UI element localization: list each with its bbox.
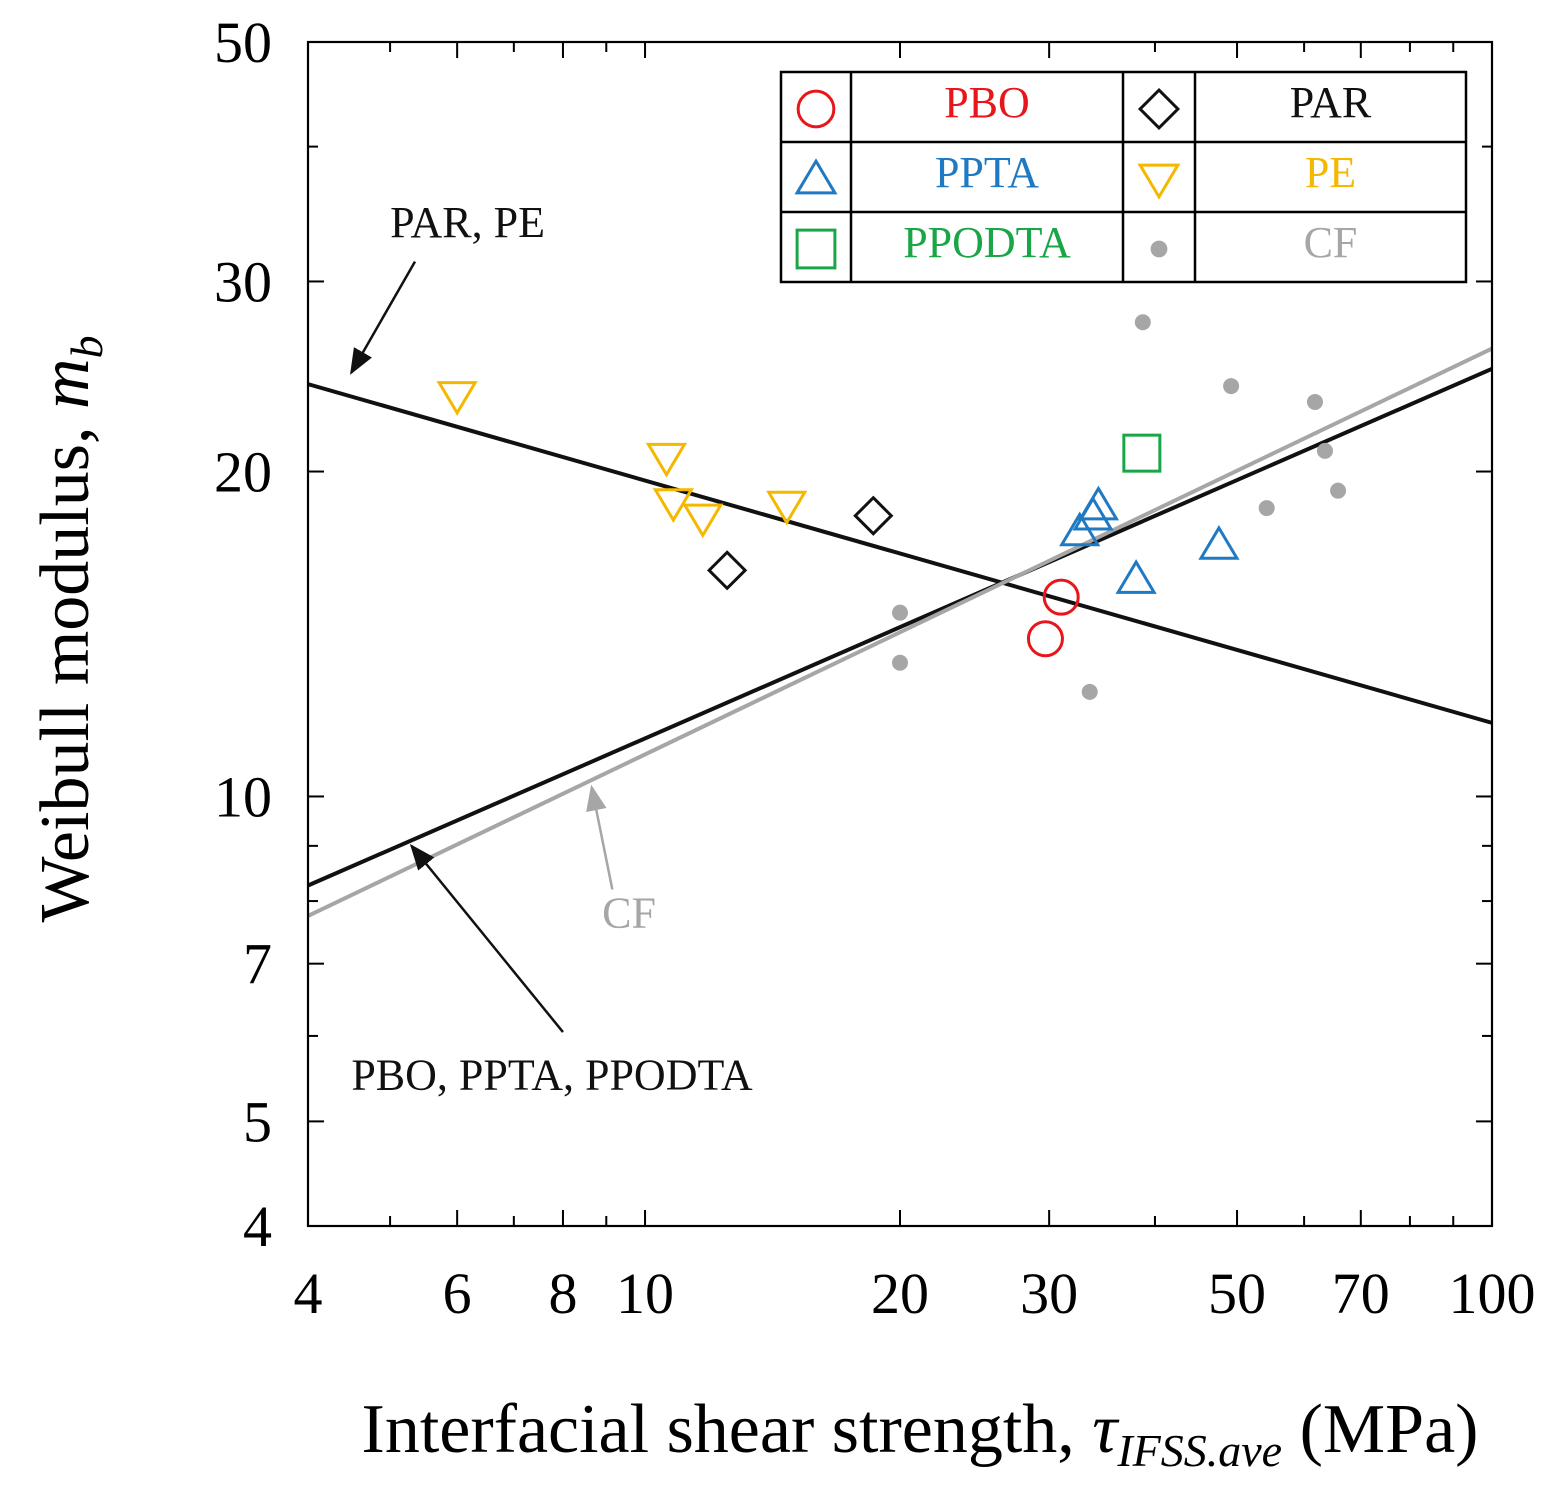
legend-symbol-ppta [794, 158, 838, 195]
legend-symbol-pe [1137, 163, 1181, 200]
data-point-cf [1316, 442, 1333, 459]
x-tick-label: 100 [1449, 1261, 1536, 1326]
x-tick-label: 4 [294, 1261, 323, 1326]
y-tick-label: 10 [214, 764, 272, 829]
legend-symbol-ppodta [795, 228, 837, 270]
annotation-arrow [409, 843, 564, 1033]
data-point-cf [1330, 482, 1347, 499]
fit-line [307, 346, 1493, 918]
fit-lines [307, 346, 1493, 918]
x-tick-label: 20 [871, 1261, 929, 1326]
data-point-cf [1134, 314, 1151, 331]
data-point-pe [682, 503, 724, 539]
legend-label-pbo: PBO [944, 78, 1030, 127]
fit-line [307, 366, 1493, 888]
data-point-pe [645, 442, 688, 478]
x-tick-label: 10 [616, 1261, 674, 1326]
annotations: PAR, PE PBO, PPTA, PPODTA CF [350, 198, 753, 1100]
data-point-ppta [1198, 525, 1240, 560]
data-point-cf [892, 654, 908, 671]
data-point-cf [1306, 393, 1323, 410]
legend-label-ppodta: PPODTA [903, 218, 1071, 267]
data-point-par [853, 495, 894, 536]
x-tick-label: 70 [1332, 1261, 1390, 1326]
axis-ticks [307, 41, 1493, 1227]
y-tick-label: 5 [243, 1089, 272, 1154]
data-point-pbo [1026, 620, 1064, 658]
data-point-ppta [1059, 511, 1101, 547]
y-tick-label: 4 [243, 1194, 272, 1259]
y-tick-label: 30 [214, 249, 272, 314]
y-tick-label: 50 [214, 10, 272, 75]
annotation-arrow [350, 260, 417, 375]
x-axis-title: Interfacial shear strength, τIFSS.ave (M… [362, 1391, 1479, 1476]
y-tick-label: 20 [214, 440, 272, 505]
legend-symbol-par [1137, 87, 1181, 131]
data-point-cf [1223, 378, 1240, 395]
legend-label-cf: CF [1304, 218, 1358, 267]
annotation-label: PBO, PPTA, PPODTA [351, 1051, 753, 1100]
data-point-pbo [1042, 578, 1080, 616]
data-point-ppta [1077, 485, 1120, 521]
data-point-pe [436, 381, 478, 416]
annotation-label: CF [602, 889, 656, 938]
x-tick-label: 8 [548, 1261, 577, 1326]
data-point-cf [1258, 500, 1275, 517]
legend-symbol-pbo [796, 89, 836, 129]
x-tick-label: 6 [443, 1261, 472, 1326]
data-points [436, 314, 1347, 700]
annotation-arrow [586, 784, 614, 890]
annotation-label: PAR, PE [390, 198, 545, 247]
legend: PBO PAR PPTA PE PPODTA CF [779, 70, 1468, 284]
data-point-cf [892, 604, 908, 621]
legend-symbol-cf [1150, 240, 1168, 258]
data-point-ppodta [1122, 433, 1162, 473]
axis-tick-labels: 4 6 8 10 20 30 50 70 100 4 5 7 10 20 30 50 [214, 10, 1536, 1326]
x-tick-label: 30 [1020, 1261, 1078, 1326]
legend-label-par: PAR [1290, 78, 1372, 127]
legend-label-ppta: PPTA [935, 148, 1039, 197]
y-tick-label: 7 [243, 932, 272, 997]
data-point-pe [766, 490, 808, 526]
fit-line [307, 382, 1493, 725]
x-tick-label: 50 [1208, 1261, 1266, 1326]
y-axis-title: Weibull modulus, mb [27, 335, 112, 922]
data-point-pe [652, 488, 694, 523]
legend-label-pe: PE [1305, 148, 1356, 197]
data-point-par [706, 550, 748, 591]
data-point-cf [1081, 683, 1098, 700]
data-point-ppta [1115, 559, 1157, 594]
